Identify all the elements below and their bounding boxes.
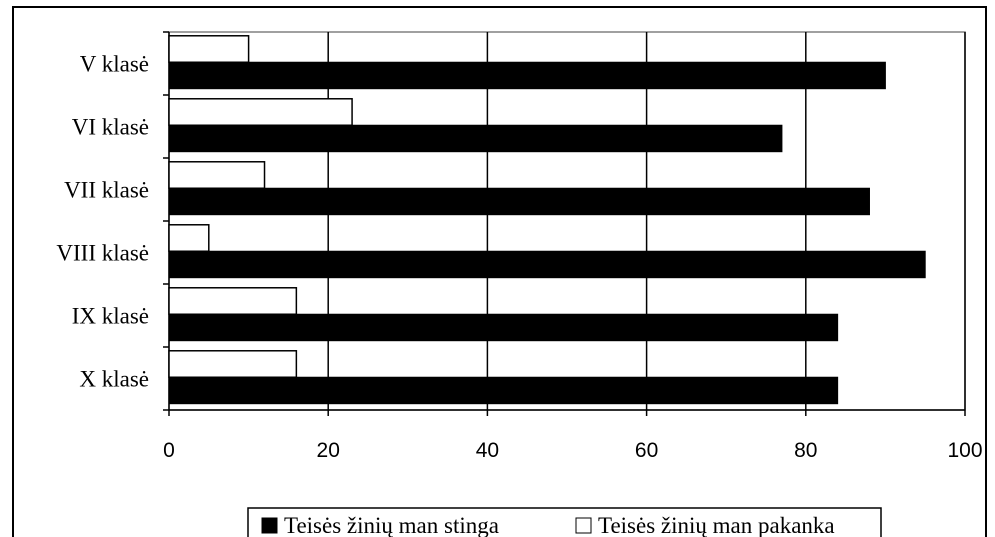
x-tick-label-3: 60	[635, 439, 658, 462]
chart-frame	[12, 6, 987, 537]
category-label-0: V klasė	[80, 52, 149, 77]
bar-stinga-2	[168, 187, 870, 216]
category-label-4: IX klasė	[72, 304, 149, 329]
legend-box	[247, 507, 882, 537]
bar-pakanka-2	[168, 161, 266, 189]
bar-stinga-5	[168, 376, 839, 405]
bar-pakanka-3	[168, 224, 210, 252]
bar-pakanka-4	[168, 287, 298, 315]
bar-pakanka-1	[168, 98, 353, 126]
x-tick-label-4: 80	[794, 439, 817, 462]
bar-stinga-1	[168, 124, 783, 153]
bar-stinga-4	[168, 313, 839, 342]
x-tick-label-0: 0	[163, 439, 175, 462]
bar-pakanka-0	[168, 35, 250, 63]
x-tick-label-2: 40	[476, 439, 499, 462]
category-label-3: VIII klasė	[56, 241, 149, 266]
category-label-5: X klasė	[79, 367, 149, 392]
category-label-2: VII klasė	[64, 178, 149, 203]
legend-label-stinga: Teisės žinių man stinga	[284, 513, 499, 537]
legend-swatch-stinga	[261, 517, 278, 534]
bar-pakanka-5	[168, 350, 298, 378]
legend-swatch-pakanka	[575, 517, 592, 534]
bar-stinga-0	[168, 61, 886, 90]
category-label-1: VI klasė	[72, 115, 149, 140]
bar-stinga-3	[168, 250, 926, 279]
x-tick-label-5: 100	[947, 439, 982, 462]
x-tick-label-1: 20	[317, 439, 340, 462]
legend-label-pakanka: Teisės žinių man pakanka	[598, 513, 835, 537]
